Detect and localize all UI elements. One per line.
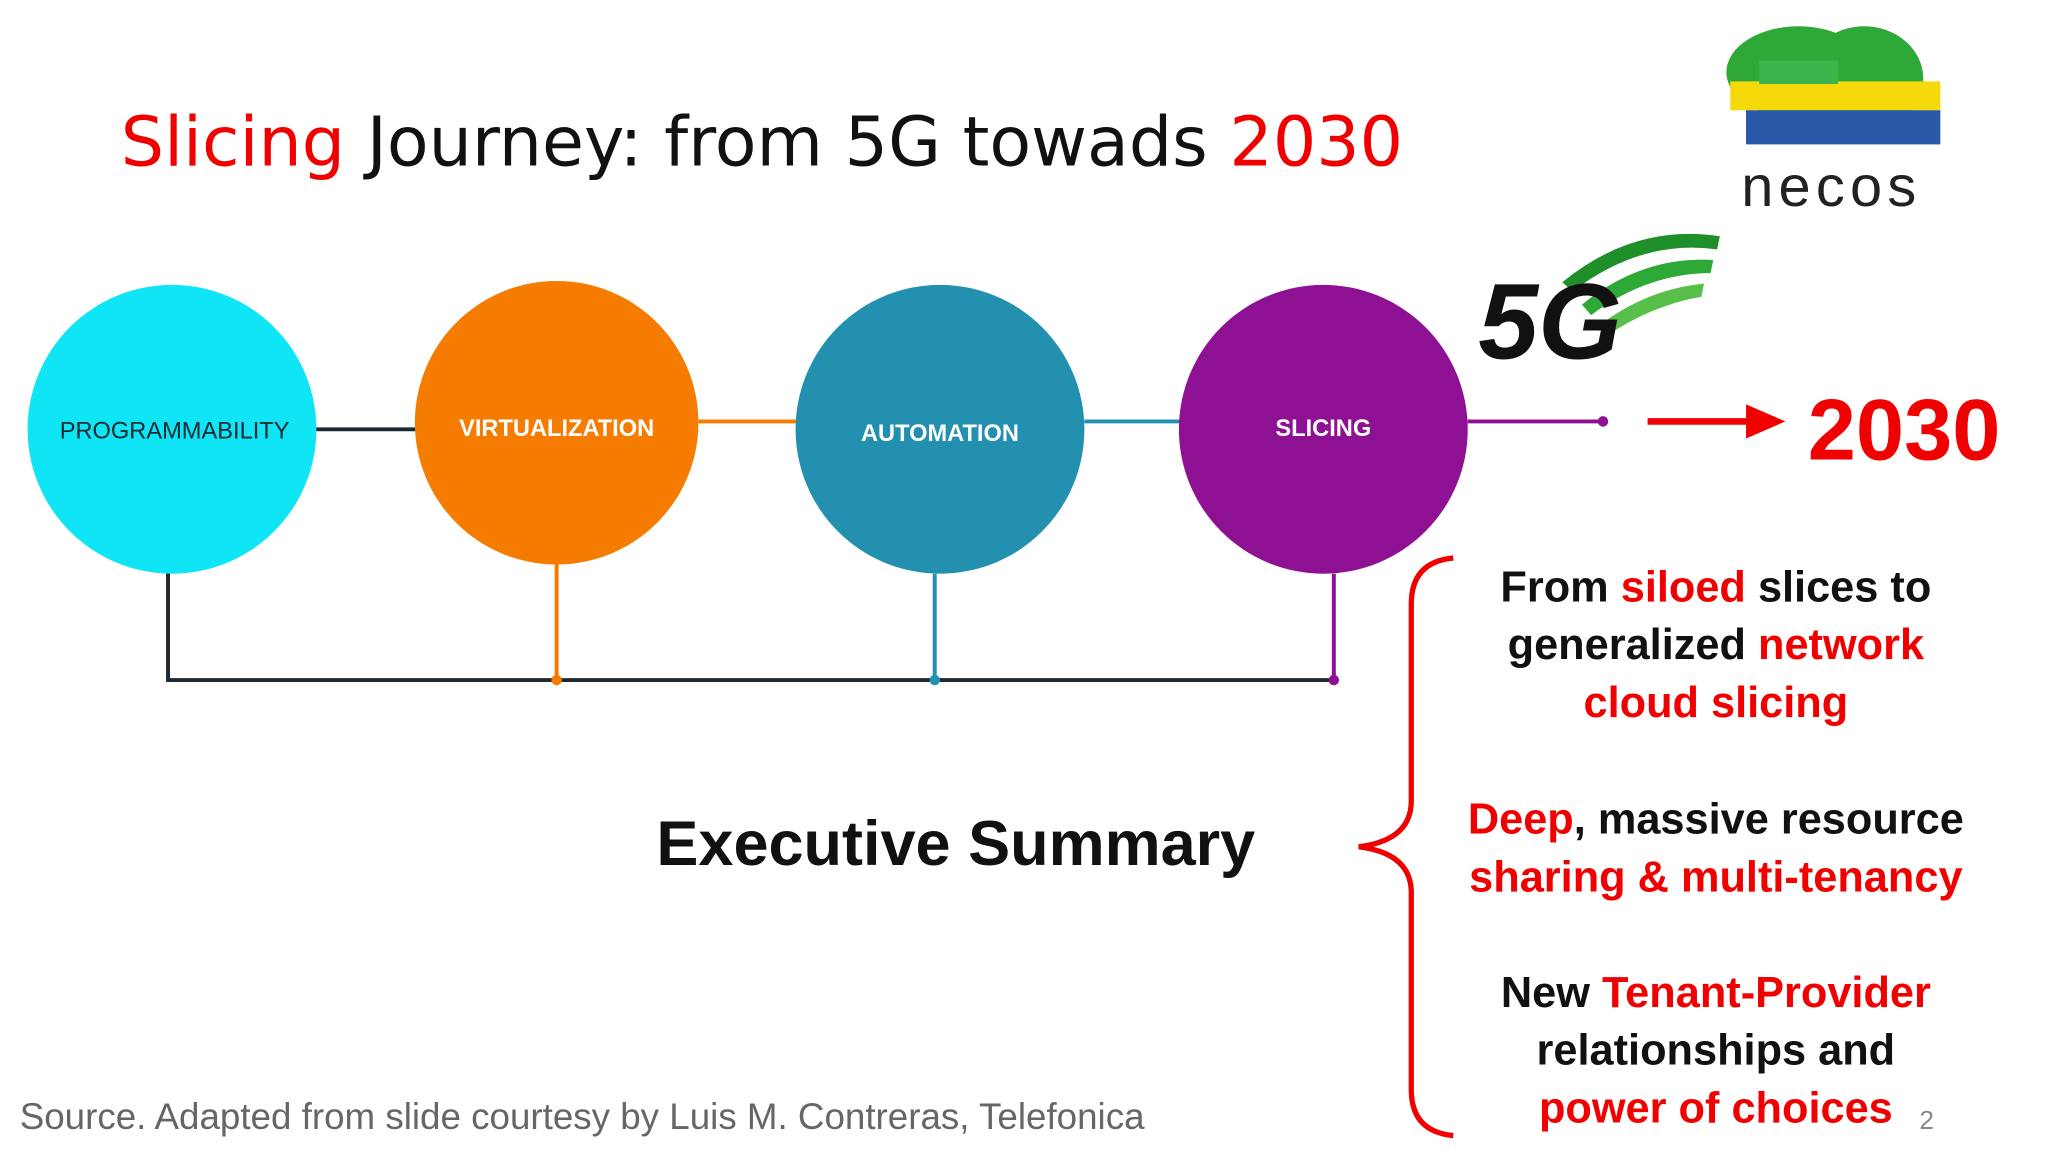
bullet-line: generalized network (1508, 621, 1925, 669)
necos-logo: necos (1726, 26, 1941, 219)
node-label: VIRTUALIZATION (459, 416, 654, 442)
bullet-line: relationships and (1537, 1027, 1896, 1075)
node-label: AUTOMATION (861, 421, 1019, 447)
bullet-line: sharing & multi-tenancy (1469, 853, 1962, 901)
logo-text: necos (1741, 155, 1921, 219)
segment: From (1500, 563, 1620, 611)
segment: New (1501, 969, 1602, 1017)
page-number: 2 (1919, 1105, 1934, 1135)
source-note: Source. Adapted from slide courtesy by L… (20, 1096, 1145, 1137)
node-circle (27, 284, 317, 574)
bullet-line: power of choices (1539, 1084, 1893, 1132)
segment: , massive resource (1574, 796, 1964, 844)
segment: generalized (1508, 621, 1758, 669)
node-circle (1178, 284, 1468, 574)
node-label: SLICING (1275, 416, 1371, 442)
bullets: From siloed slices to generalized networ… (1468, 563, 1964, 1132)
bullet-line: From siloed slices to (1500, 563, 1931, 611)
title-part: 2030 (1229, 103, 1403, 182)
target-year: 2030 (1808, 382, 2001, 478)
summary-heading: Executive Summary (656, 809, 1255, 879)
arrow-head (1746, 404, 1786, 439)
segment: Deep (1468, 796, 1574, 844)
segment: network (1758, 621, 1925, 669)
segment: Tenant-Provider (1602, 969, 1931, 1017)
node-circle (795, 284, 1085, 574)
segment: siloed (1621, 563, 1746, 611)
slide-title: Slicing Journey: from 5G towads 2030 (121, 103, 1403, 182)
badge-text: 5G (1478, 261, 1622, 381)
title-part: Journey: from 5G towads (345, 103, 1229, 182)
brace (1358, 555, 1454, 1139)
segment: slices to (1746, 563, 1931, 611)
node-label: PROGRAMMABILITY (60, 418, 290, 444)
5g-logo: 5G (1478, 233, 1720, 381)
node-circle (414, 280, 699, 565)
bullet-line: Deep, massive resource (1468, 796, 1964, 844)
bullet-line: New Tenant-Provider (1501, 969, 1931, 1017)
title-part: Slicing (121, 103, 345, 182)
bullet-line: cloud slicing (1583, 679, 1848, 727)
